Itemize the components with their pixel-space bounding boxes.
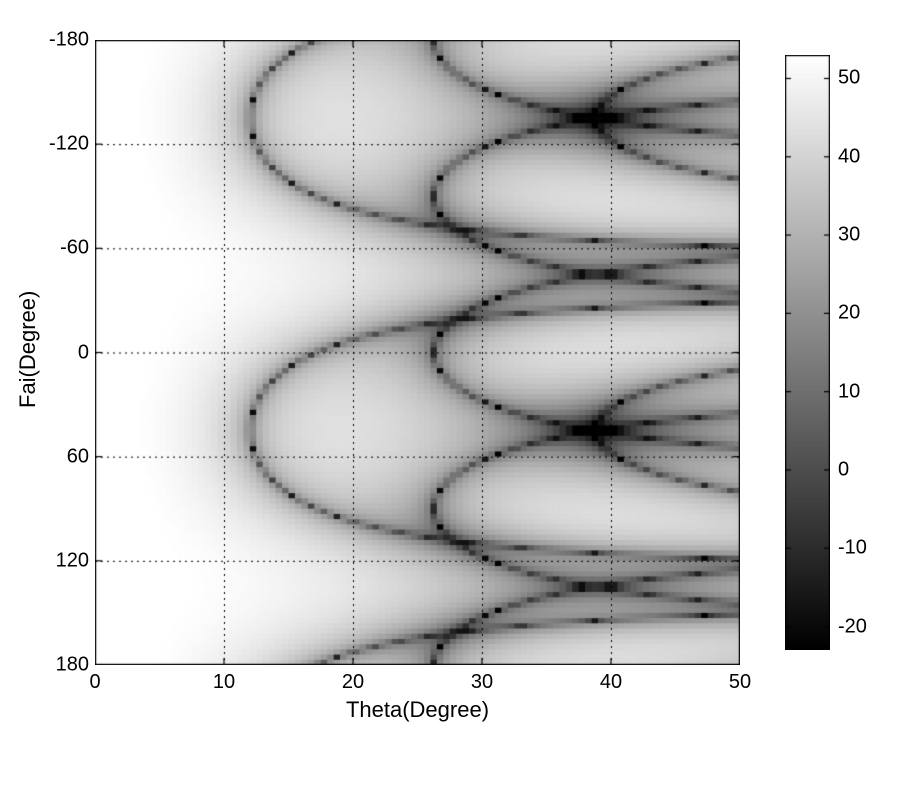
y-axis-label: Fai(Degree)	[15, 290, 41, 407]
y-tick-label: -60	[60, 237, 89, 260]
x-tick-label: 40	[600, 671, 622, 694]
x-tick-label: 20	[342, 671, 364, 694]
colorbar-tick-label: 50	[838, 67, 860, 90]
figure-container: Theta(Degree) Fai(Degree) 0 10 20 30 40 50 -1…	[0, 0, 900, 800]
x-tick-label: 10	[213, 671, 235, 694]
y-tick-label: 60	[67, 445, 89, 468]
colorbar-tick-label: 40	[838, 145, 860, 168]
colorbar-tick-label: 10	[838, 380, 860, 403]
y-tick-label: 120	[56, 549, 89, 572]
colorbar-canvas	[785, 55, 830, 650]
colorbar-tick-label: -20	[838, 615, 867, 638]
x-axis-label: Theta(Degree)	[346, 697, 489, 723]
y-tick-label: 0	[78, 341, 89, 364]
y-tick-label: -120	[49, 133, 89, 156]
x-tick-label: 0	[89, 671, 100, 694]
colorbar-tick-label: 0	[838, 458, 849, 481]
colorbar-tick-label: 30	[838, 224, 860, 247]
colorbar-tick-label: 20	[838, 302, 860, 325]
y-tick-label: 180	[56, 654, 89, 677]
y-tick-label: -180	[49, 29, 89, 52]
heatmap-canvas	[95, 40, 740, 665]
x-tick-label: 50	[729, 671, 751, 694]
colorbar-tick-label: -10	[838, 537, 867, 560]
x-tick-label: 30	[471, 671, 493, 694]
